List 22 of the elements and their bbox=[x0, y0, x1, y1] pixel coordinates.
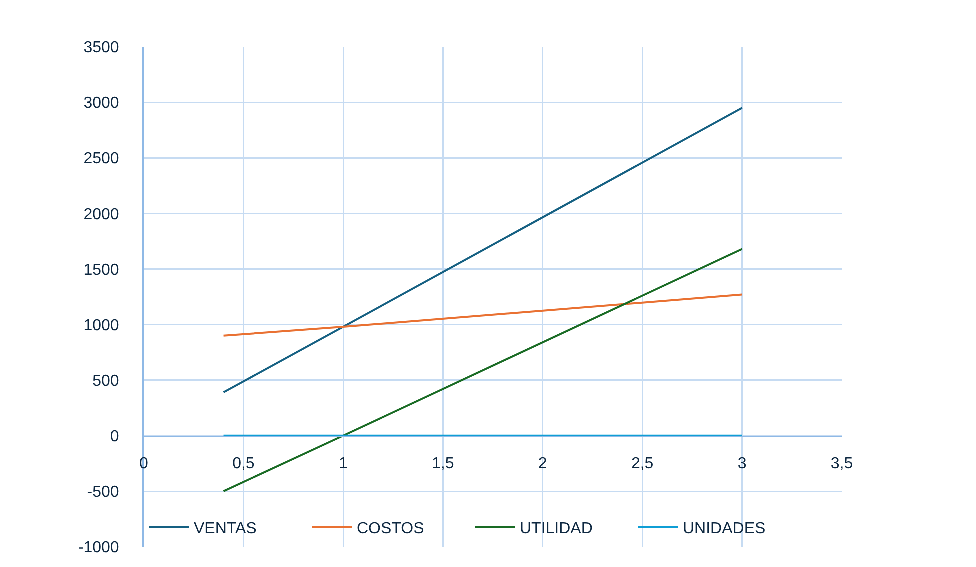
y-tick-label: 0 bbox=[110, 428, 120, 446]
y-tick-label: 3000 bbox=[84, 95, 120, 112]
x-tick-label: 0,5 bbox=[232, 456, 255, 473]
y-tick-label: 500 bbox=[92, 372, 120, 390]
y-tick-label: 1000 bbox=[84, 317, 120, 334]
legend-label: COSTOS bbox=[357, 520, 424, 538]
x-tick-label: 0 bbox=[140, 456, 149, 473]
y-tick-label: -500 bbox=[87, 484, 120, 502]
legend-label: UTILIDAD bbox=[520, 520, 593, 538]
x-tick-label: 2 bbox=[538, 456, 548, 473]
x-tick-label: 1,5 bbox=[432, 456, 454, 473]
legend-label: UNIDADES bbox=[683, 520, 766, 538]
y-tick-label: 2500 bbox=[84, 150, 120, 168]
x-tick-label: 1 bbox=[338, 456, 348, 473]
y-tick-label: 3500 bbox=[84, 40, 120, 57]
x-tick-label: 3,5 bbox=[830, 456, 854, 473]
y-tick-label: 1500 bbox=[84, 262, 120, 279]
legend-label: VENTAS bbox=[194, 520, 257, 538]
y-tick-label: 2000 bbox=[84, 206, 120, 224]
x-tick-label: 3 bbox=[738, 456, 747, 473]
y-tick-label: -1000 bbox=[78, 540, 120, 557]
x-tick-label: 2,5 bbox=[631, 456, 654, 473]
